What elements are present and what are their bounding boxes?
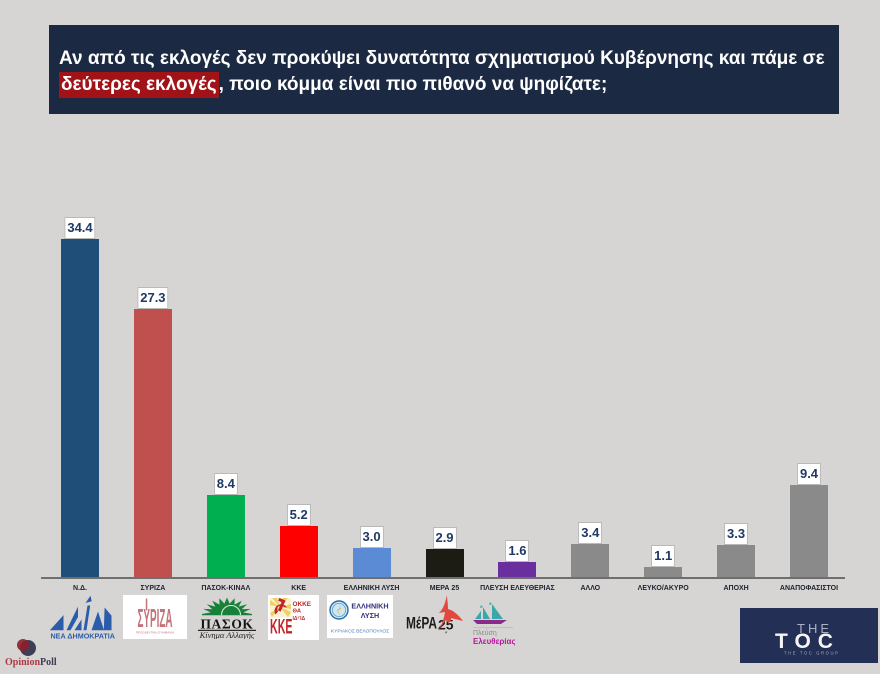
svg-text:TOC: TOC <box>775 630 840 653</box>
svg-text:Ελευθερίας: Ελευθερίας <box>473 637 515 646</box>
svg-text:Κίνημα Αλλαγής: Κίνημα Αλλαγής <box>199 630 255 639</box>
svg-text:ΙΔ³ΊΔ: ΙΔ³ΊΔ <box>293 616 306 622</box>
svg-text:OpinionPoll: OpinionPoll <box>5 657 57 668</box>
svg-text:ΠΑΣΟΚ: ΠΑΣΟΚ <box>200 617 253 632</box>
svg-text:THE TOC GROUP: THE TOC GROUP <box>784 651 840 656</box>
svg-text:ΜέΡΑ: ΜέΡΑ <box>406 614 437 633</box>
svg-text:.gr: .gr <box>444 630 448 634</box>
svg-text:ΕΛΛΗΝΙΚΗ: ΕΛΛΗΝΙΚΗ <box>351 602 388 611</box>
svg-text:ΠΡΟΟΔΕΥΤΙΚΗ ΣΥΜΜΑΧΙΑ: ΠΡΟΟΔΕΥΤΙΚΗ ΣΥΜΜΑΧΙΑ <box>136 631 174 635</box>
svg-text:ΘΑ: ΘΑ <box>293 609 302 615</box>
svg-text:ΣΥΡΙΖΑ: ΣΥΡΙΖΑ <box>138 603 173 633</box>
svg-text:ΛΥΣΗ: ΛΥΣΗ <box>361 611 379 620</box>
svg-text:ΟΚΚΕ: ΟΚΚΕ <box>293 601 312 608</box>
svg-text:ΚΥΡΙΑΚΟΣ ΒΕΛΟΠΟΥΛΟΣ: ΚΥΡΙΑΚΟΣ ΒΕΛΟΠΟΥΛΟΣ <box>331 629 389 635</box>
svg-text:THE: THE <box>797 621 832 636</box>
svg-text:ΝΕΑ ΔΗΜΟΚΡΑΤΙΑ: ΝΕΑ ΔΗΜΟΚΡΑΤΙΑ <box>50 632 114 641</box>
svg-text:Πλεύση: Πλεύση <box>473 629 497 637</box>
svg-text:ΚΚΕ: ΚΚΕ <box>270 616 293 639</box>
